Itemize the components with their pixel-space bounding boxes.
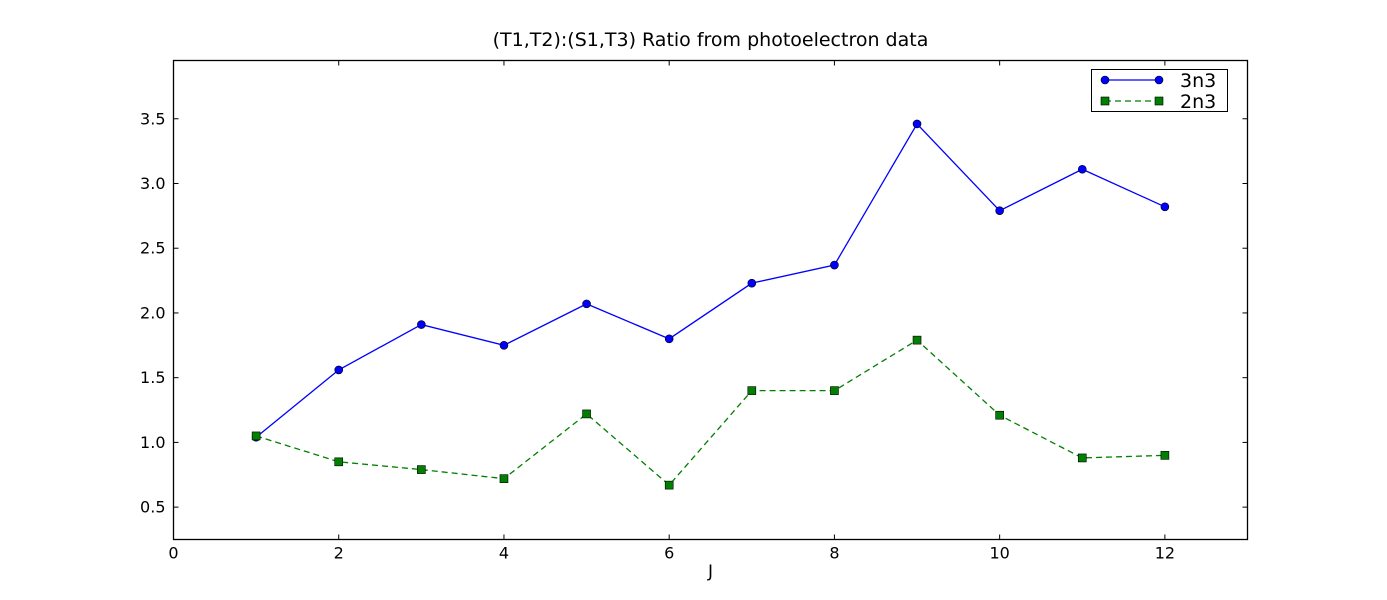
data-point-2n3 [499, 474, 509, 483]
data-point-3n3 [830, 260, 839, 270]
chart-title: (T1,T2):(S1,T3) Ratio from photoelectron… [493, 29, 929, 51]
y-tick-label: 3.5 [140, 109, 165, 128]
y-tick-label: 3.0 [140, 174, 165, 193]
x-axis-label: J [707, 562, 713, 582]
data-point-3n3 [912, 119, 922, 129]
data-point-3n3 [417, 320, 426, 329]
data-point-3n3 [582, 299, 591, 309]
y-tick-label: 1.5 [140, 368, 165, 387]
legend-label-3n3: 3n3 [1180, 70, 1216, 92]
data-point-2n3 [417, 465, 426, 474]
x-tick-label: 12 [1155, 544, 1175, 563]
data-point-2n3 [995, 410, 1004, 420]
series-line-3n3 [255, 122, 1166, 438]
data-point-3n3 [747, 278, 757, 288]
x-axis: 0 2 4 6 8 10 12 [168, 60, 1175, 563]
series-line-2n3 [255, 339, 1165, 487]
data-point-2n3 [1077, 453, 1087, 463]
data-point-3n3 [334, 365, 344, 375]
series-layer [251, 119, 1170, 490]
y-tick-label: 2.0 [140, 303, 165, 322]
data-point-2n3 [334, 457, 344, 467]
y-tick-label: 0.5 [140, 498, 165, 517]
data-point-2n3 [830, 386, 839, 395]
x-tick-label: 0 [168, 544, 178, 563]
x-tick-label: 2 [334, 544, 344, 563]
data-point-2n3 [582, 409, 591, 419]
data-point-3n3 [1077, 164, 1087, 174]
data-point-3n3 [499, 341, 509, 350]
x-tick-label: 8 [829, 544, 839, 563]
legend-marker-2n3 [1100, 96, 1110, 106]
data-point-3n3 [664, 334, 674, 344]
y-tick-label: 1.0 [140, 433, 165, 452]
legend-marker-2n3 [1154, 96, 1164, 106]
data-point-2n3 [251, 431, 261, 441]
data-point-3n3 [995, 206, 1004, 215]
legend-marker-3n3 [1100, 75, 1110, 85]
data-point-2n3 [1160, 451, 1170, 460]
y-axis: 0.5 1.0 1.5 2.0 2.5 3.0 3.5 [140, 109, 1248, 517]
data-point-2n3 [664, 480, 674, 490]
legend-marker-3n3 [1154, 75, 1164, 85]
x-tick-label: 10 [989, 544, 1009, 563]
data-point-2n3 [747, 386, 757, 395]
legend-label-2n3: 2n3 [1180, 91, 1216, 113]
x-tick-label: 4 [499, 544, 509, 563]
x-tick-label: 6 [664, 544, 674, 563]
data-point-2n3 [912, 335, 922, 345]
plot-frame [172, 59, 1249, 541]
y-tick-label: 2.5 [140, 239, 165, 258]
data-point-3n3 [1160, 202, 1170, 212]
